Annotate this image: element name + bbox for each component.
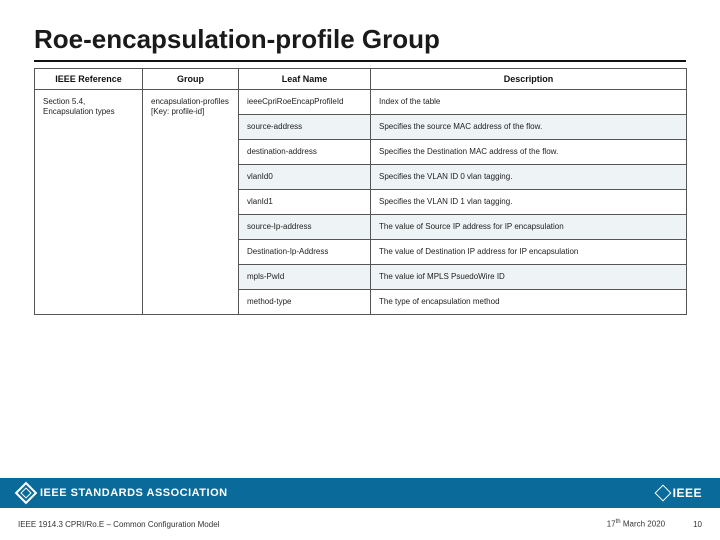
ieee-text: IEEE bbox=[673, 486, 702, 500]
footer-band: IEEE STANDARDS ASSOCIATION IEEE bbox=[0, 478, 720, 508]
bottom-bar: IEEE 1914.3 CPRI/Ro.E – Common Configura… bbox=[0, 508, 720, 540]
footer-left-text: IEEE 1914.3 CPRI/Ro.E – Common Configura… bbox=[18, 520, 219, 529]
cell-leaf-name: source-address bbox=[239, 115, 371, 140]
cell-description: Specifies the VLAN ID 0 vlan tagging. bbox=[371, 165, 687, 190]
cell-ieee-reference: Section 5.4, Encapsulation types bbox=[35, 90, 143, 315]
isa-mark-icon bbox=[15, 482, 38, 505]
cell-description: Specifies the source MAC address of the … bbox=[371, 115, 687, 140]
cell-leaf-name: source-Ip-address bbox=[239, 215, 371, 240]
cell-description: Index of the table bbox=[371, 90, 687, 115]
cell-leaf-name: vlanId0 bbox=[239, 165, 371, 190]
cell-leaf-name: destination-address bbox=[239, 140, 371, 165]
ieee-logo-block: IEEE bbox=[657, 486, 702, 500]
cell-group: encapsulation-profiles [Key: profile-id] bbox=[143, 90, 239, 315]
isa-text: IEEE STANDARDS ASSOCIATION bbox=[40, 487, 228, 499]
th-leaf-name: Leaf Name bbox=[239, 69, 371, 90]
ieee-diamond-icon bbox=[654, 485, 671, 502]
table-row: Section 5.4, Encapsulation typesencapsul… bbox=[35, 90, 687, 115]
cell-description: Specifies the VLAN ID 1 vlan tagging. bbox=[371, 190, 687, 215]
cell-description: The value of Source IP address for IP en… bbox=[371, 215, 687, 240]
cell-leaf-name: vlanId1 bbox=[239, 190, 371, 215]
slide-title: Roe-encapsulation-profile Group bbox=[34, 24, 440, 55]
footer-page-number: 10 bbox=[693, 520, 702, 529]
cell-description: The value of Destination IP address for … bbox=[371, 240, 687, 265]
table-header-row: IEEE Reference Group Leaf Name Descripti… bbox=[35, 69, 687, 90]
cell-leaf-name: ieeeCpriRoeEncapProfileId bbox=[239, 90, 371, 115]
slide: Roe-encapsulation-profile Group IEEE Ref… bbox=[0, 0, 720, 540]
date-day: 17 bbox=[607, 520, 616, 529]
footer-right: 17th March 2020 10 bbox=[607, 519, 702, 529]
title-rule bbox=[34, 60, 686, 62]
th-description: Description bbox=[371, 69, 687, 90]
footer-date: 17th March 2020 bbox=[607, 519, 665, 529]
cell-leaf-name: Destination-Ip-Address bbox=[239, 240, 371, 265]
th-group: Group bbox=[143, 69, 239, 90]
date-rest: March 2020 bbox=[621, 520, 665, 529]
profile-table: IEEE Reference Group Leaf Name Descripti… bbox=[34, 68, 687, 315]
cell-description: The type of encapsulation method bbox=[371, 290, 687, 315]
cell-description: Specifies the Destination MAC address of… bbox=[371, 140, 687, 165]
cell-leaf-name: mpls-PwId bbox=[239, 265, 371, 290]
isa-logo-block: IEEE STANDARDS ASSOCIATION bbox=[18, 485, 228, 501]
cell-description: The value iof MPLS PsuedoWire ID bbox=[371, 265, 687, 290]
table-body: Section 5.4, Encapsulation typesencapsul… bbox=[35, 90, 687, 315]
th-ieee-reference: IEEE Reference bbox=[35, 69, 143, 90]
cell-leaf-name: method-type bbox=[239, 290, 371, 315]
